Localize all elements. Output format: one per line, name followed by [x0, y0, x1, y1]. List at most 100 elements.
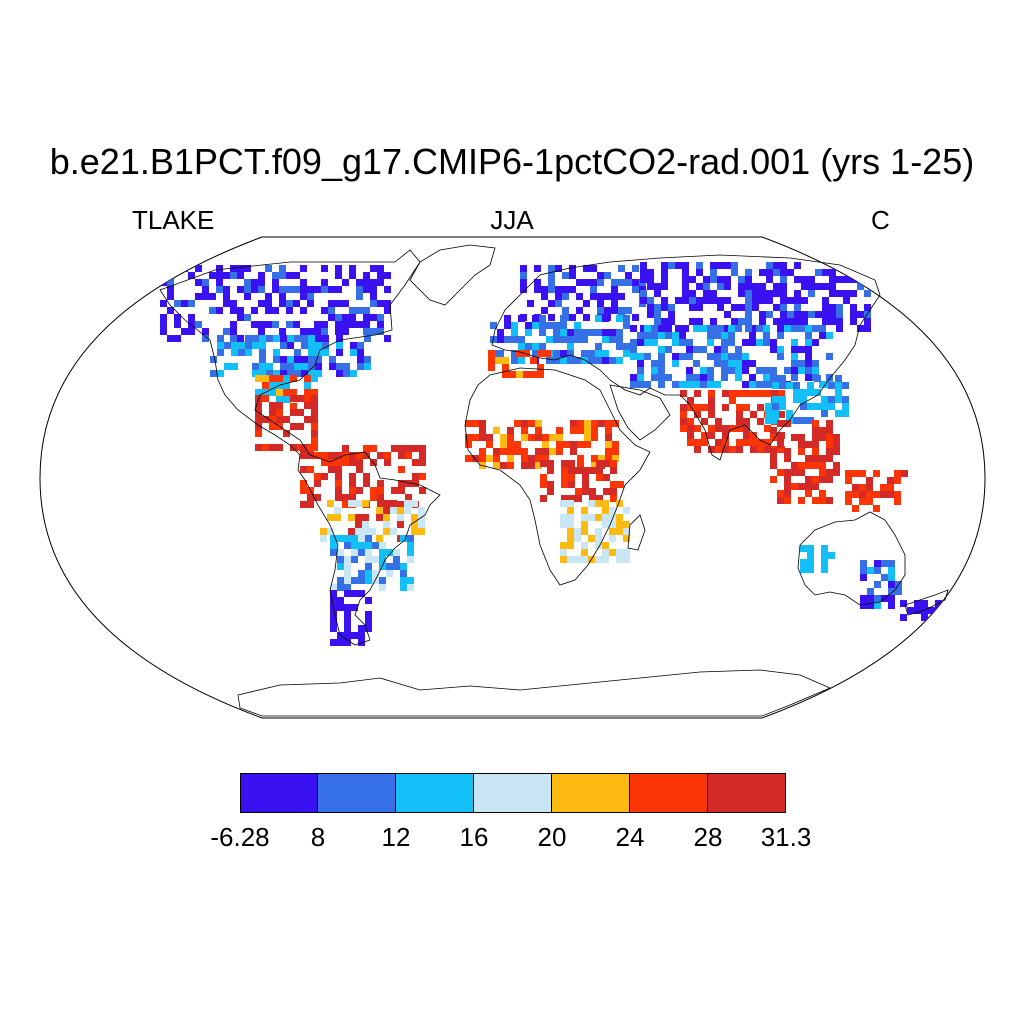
lake-temp-cell: [335, 459, 342, 466]
lake-temp-cell: [560, 336, 567, 343]
lake-temp-cell: [300, 307, 307, 314]
lake-temp-cell: [894, 477, 901, 484]
lake-temp-cell: [209, 293, 216, 300]
lake-temp-cell: [202, 286, 209, 293]
lake-temp-cell: [728, 360, 735, 367]
lake-temp-cell: [540, 460, 547, 467]
lake-temp-cell: [493, 455, 500, 462]
lake-temp-cell: [311, 416, 318, 423]
lake-temp-cell: [356, 293, 363, 300]
lake-temp-cell: [255, 375, 262, 382]
lake-temp-cell: [195, 293, 202, 300]
lake-temp-cell: [230, 307, 237, 314]
lake-temp-cell: [686, 339, 693, 346]
lake-temp-cell: [362, 500, 369, 507]
lake-temp-cell: [623, 322, 630, 329]
lake-temp-cell: [752, 290, 759, 297]
lake-temp-cell: [798, 497, 805, 504]
lake-temp-cell: [780, 283, 787, 290]
lake-temp-cell: [602, 549, 609, 556]
lake-temp-cell: [675, 262, 682, 269]
lake-temp-cell: [800, 566, 807, 573]
lake-temp-cell: [873, 505, 880, 512]
lake-temp-cell: [569, 314, 576, 321]
lake-temp-cell: [707, 381, 714, 388]
lake-temp-cell: [793, 396, 800, 403]
lake-temp-cell: [344, 590, 351, 597]
lake-temp-cell: [605, 455, 612, 462]
lake-temp-cell: [724, 325, 731, 332]
lake-temp-cell: [307, 286, 314, 293]
lake-temp-cell: [511, 357, 518, 364]
lake-temp-cell: [610, 488, 617, 495]
lake-temp-cell: [770, 434, 777, 441]
lake-temp-cell: [791, 339, 798, 346]
lake-temp-cell: [307, 501, 314, 508]
lake-temp-cell: [819, 469, 826, 476]
lake-temp-cell: [541, 307, 548, 314]
lake-temp-cell: [829, 318, 836, 325]
lake-temp-cell: [308, 356, 315, 363]
lake-temp-cell: [778, 390, 785, 397]
lake-temp-cell: [574, 322, 581, 329]
lake-temp-cell: [244, 279, 251, 286]
lake-temp-cell: [826, 469, 833, 476]
lake-temp-cell: [486, 441, 493, 448]
lake-temp-cell: [867, 588, 874, 595]
lake-temp-cell: [616, 500, 623, 507]
lake-temp-cell: [217, 349, 224, 356]
lake-temp-cell: [787, 297, 794, 304]
lake-temp-cell: [805, 332, 812, 339]
lake-temp-cell: [602, 500, 609, 507]
lake-temp-cell: [349, 314, 356, 321]
lake-temp-cell: [349, 473, 356, 480]
lake-temp-cell: [167, 286, 174, 293]
lake-temp-cell: [511, 329, 518, 336]
lake-temp-cell: [547, 460, 554, 467]
lake-temp-cell: [350, 349, 357, 356]
colorbar-tick-label: 28: [693, 822, 723, 852]
lake-temp-cell: [549, 448, 556, 455]
lake-temp-cell: [582, 481, 589, 488]
lake-temp-cell: [237, 265, 244, 272]
lake-temp-cell: [815, 311, 822, 318]
lake-temp-cell: [308, 363, 315, 370]
lake-temp-cell: [384, 307, 391, 314]
lake-temp-cell: [377, 314, 384, 321]
lake-temp-cell: [717, 283, 724, 290]
lake-temp-cell: [570, 420, 577, 427]
lake-temp-cell: [283, 382, 290, 389]
lake-temp-cell: [597, 300, 604, 307]
lake-temp-cell: [584, 420, 591, 427]
lake-temp-cell: [160, 265, 167, 272]
lake-temp-cell: [160, 314, 167, 321]
lake-temp-cell: [290, 389, 297, 396]
lake-temp-cell: [590, 265, 597, 272]
lake-temp-cell: [344, 639, 351, 646]
lake-temp-cell: [202, 335, 209, 342]
lake-temp-cell: [798, 448, 805, 455]
lake-temp-cell: [568, 467, 575, 474]
lake-temp-cell: [845, 477, 852, 484]
lake-temp-cell: [661, 318, 668, 325]
lake-temp-cell: [777, 332, 784, 339]
lake-temp-cell: [581, 350, 588, 357]
lake-temp-cell: [766, 276, 773, 283]
lake-temp-cell: [779, 403, 786, 410]
lake-temp-cell: [731, 304, 738, 311]
lake-temp-cell: [654, 318, 661, 325]
lake-temp-cell: [651, 360, 658, 367]
lake-temp-cell: [819, 434, 826, 441]
lake-temp-cell: [357, 356, 364, 363]
lake-temp-cell: [335, 452, 342, 459]
lake-temp-cell: [833, 434, 840, 441]
lake-temp-cell: [845, 491, 852, 498]
lake-temp-cell: [521, 420, 528, 427]
lake-temp-cell: [665, 346, 672, 353]
lake-temp-cell: [321, 473, 328, 480]
lake-temp-cell: [590, 293, 597, 300]
lake-temp-cell: [722, 404, 729, 411]
lake-temp-cell: [520, 265, 527, 272]
lake-temp-cell: [826, 448, 833, 455]
lake-temp-cell: [598, 455, 605, 462]
